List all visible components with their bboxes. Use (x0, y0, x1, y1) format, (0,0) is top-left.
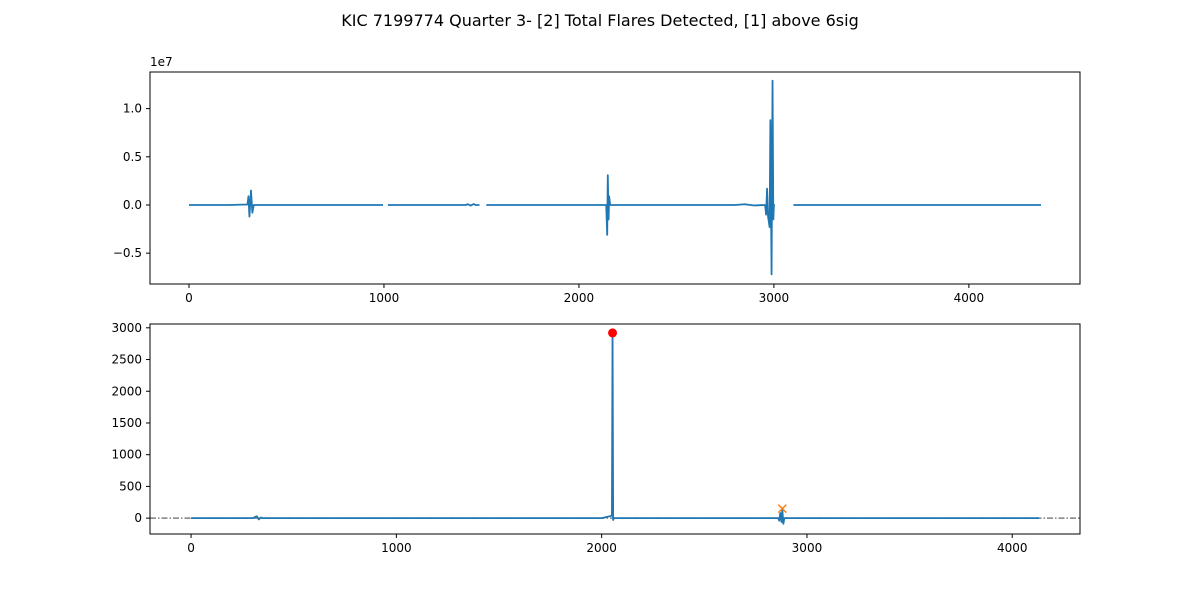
top-panel: 0 1000 2000 3000 4000 −0.5 0.0 0.5 1.0 1e7 (113, 55, 1081, 305)
y-tick-label: 3000 (111, 321, 142, 335)
y-tick-label: 500 (119, 479, 142, 493)
marker-stroke (777, 504, 787, 514)
x-tick-label: 1000 (381, 541, 412, 555)
x-tick-label: 2000 (564, 291, 595, 305)
series-line-segment (486, 79, 775, 276)
x-tick-label: 0 (187, 541, 195, 555)
axes-frame (149, 71, 1081, 285)
figure-title: KIC 7199774 Quarter 3- [2] Total Flares … (341, 11, 858, 30)
plot-area (150, 331, 1080, 525)
y-tick-label: 1500 (111, 416, 142, 430)
x-tick-label: 0 (185, 291, 193, 305)
series-line-segment (188, 189, 383, 218)
axes-frame (149, 323, 1081, 535)
x-tick-label: 4000 (997, 541, 1028, 555)
y-tick-label: 0.0 (123, 198, 142, 212)
y-tick-label: 1000 (111, 448, 142, 462)
series-line-segment (387, 203, 480, 207)
y-tick-label: −0.5 (113, 246, 142, 260)
x-tick-label: 3000 (759, 291, 790, 305)
series-line-segment (191, 331, 1039, 525)
flare-peak-marker (608, 328, 618, 338)
y-tick-label: 0.5 (123, 150, 142, 164)
y-tick-label: 0 (134, 511, 142, 525)
plot-area (188, 79, 1042, 276)
y-tick-label: 2000 (111, 384, 142, 398)
x-tick-label: 4000 (954, 291, 985, 305)
x-tick-label: 2000 (586, 541, 617, 555)
x-tick-label: 3000 (792, 541, 823, 555)
x-tick-label: 1000 (369, 291, 400, 305)
y-offset-label: 1e7 (150, 55, 173, 69)
y-tick-label: 2500 (111, 353, 142, 367)
bottom-panel: 0 1000 2000 3000 4000 0 500 1000 1500 2000 2500 300… (111, 321, 1081, 555)
flare-candidate-marker (777, 504, 787, 514)
y-tick-label: 1.0 (123, 102, 142, 116)
